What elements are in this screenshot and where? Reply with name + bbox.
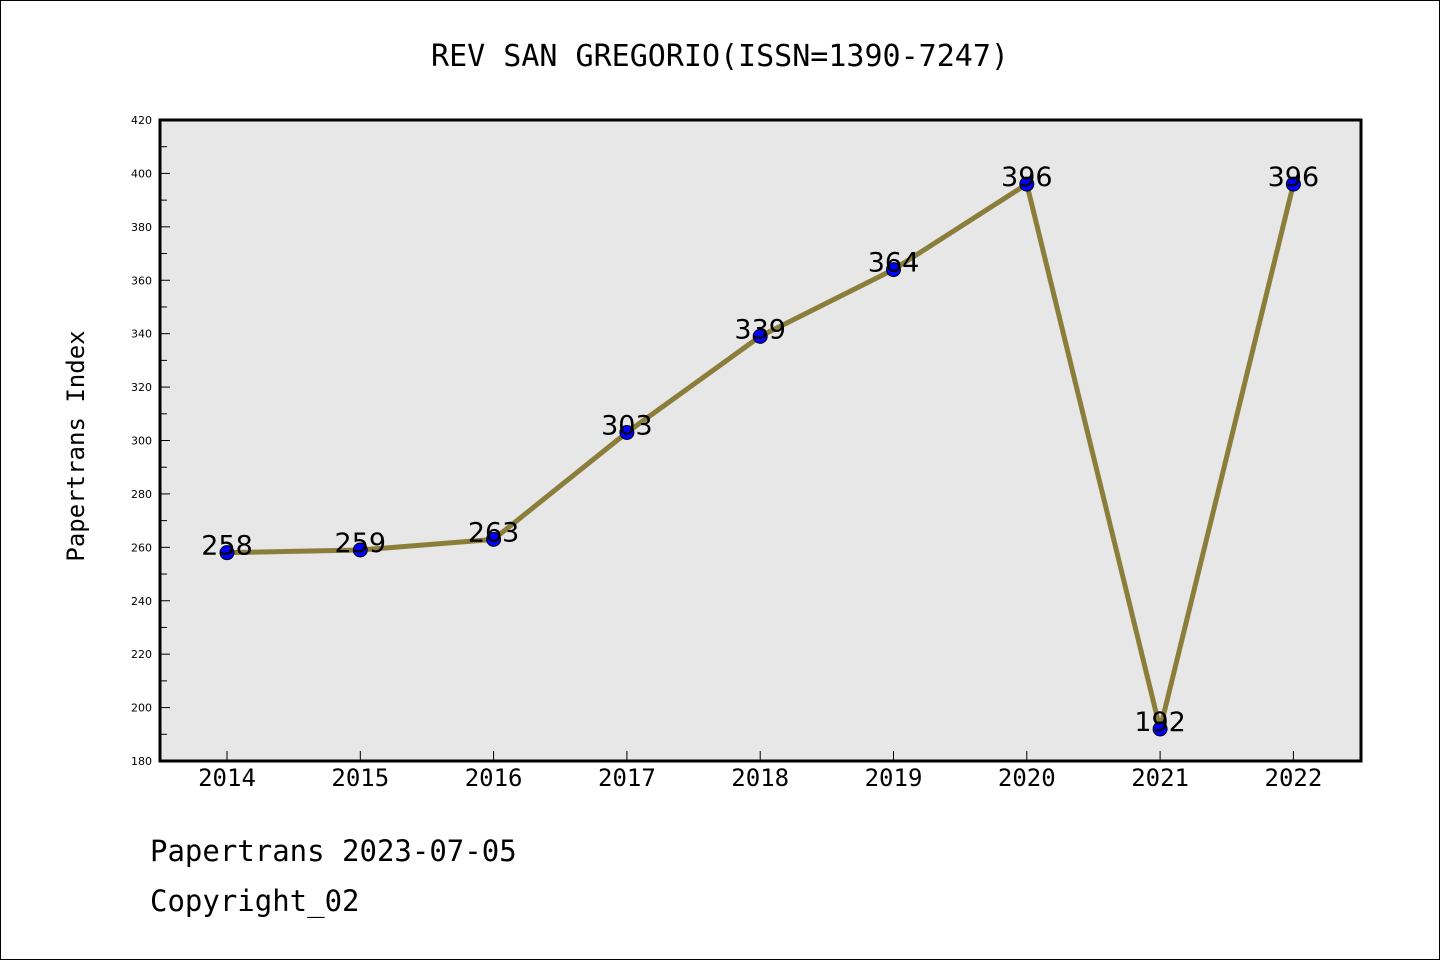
y-axis-label: Papertrans Index (62, 330, 90, 561)
data-point (1019, 176, 1035, 192)
plot-area (158, 118, 1363, 763)
data-point (619, 424, 635, 440)
y-tick-label: 380 (131, 221, 152, 234)
x-tick-label: 2020 (998, 764, 1056, 792)
y-tick-label: 200 (131, 702, 152, 715)
x-axis: 2014 2015 2016 2017 2018 2019 2020 2021 2022 (198, 751, 1322, 792)
data-point (752, 328, 768, 344)
data-label: 303 (601, 410, 653, 441)
data-point (486, 531, 502, 547)
y-tick-label: 360 (131, 274, 152, 287)
x-tick-label: 2015 (331, 764, 389, 792)
footer-copyright: Copyright_02 (150, 884, 360, 918)
data-point (219, 545, 235, 561)
x-tick-label: 2017 (598, 764, 656, 792)
data-labels: 258 259 263 303 339 364 396 192 396 (201, 162, 1319, 738)
data-label: 339 (734, 314, 786, 345)
x-tick-label: 2016 (465, 764, 523, 792)
y-tick-label: 340 (131, 328, 152, 341)
footer-source: Papertrans 2023-07-05 (150, 834, 517, 868)
chart-title: REV SAN GREGORIO(ISSN=1390-7247) (431, 39, 1009, 74)
data-label: 396 (1001, 162, 1053, 193)
x-tick-label: 2022 (1265, 764, 1323, 792)
y-tick-label: 320 (131, 381, 152, 394)
series-markers (219, 176, 1301, 737)
data-point (1152, 721, 1168, 737)
data-point (1285, 176, 1301, 192)
data-point (886, 262, 901, 278)
y-axis: 180 200 220 240 260 280 300 320 340 360 380 400 420 (131, 114, 170, 768)
x-tick-label: 2014 (198, 764, 256, 792)
y-tick-label: 400 (131, 167, 152, 180)
y-tick-label: 220 (131, 648, 152, 661)
data-label: 364 (868, 248, 920, 279)
data-label: 263 (468, 517, 520, 548)
y-tick-label: 240 (131, 595, 152, 608)
data-label: 192 (1134, 707, 1186, 738)
y-tick-label: 180 (131, 755, 152, 768)
data-label: 396 (1268, 162, 1320, 193)
y-tick-label: 420 (131, 114, 152, 127)
data-label: 259 (335, 528, 387, 559)
data-label: 258 (201, 531, 253, 562)
data-point (352, 542, 368, 558)
y-tick-label: 260 (131, 541, 152, 554)
y-tick-label: 300 (131, 435, 152, 448)
y-tick-label: 280 (131, 488, 152, 501)
x-tick-label: 2019 (865, 764, 923, 792)
x-tick-label: 2021 (1131, 764, 1189, 792)
x-tick-label: 2018 (731, 764, 789, 792)
